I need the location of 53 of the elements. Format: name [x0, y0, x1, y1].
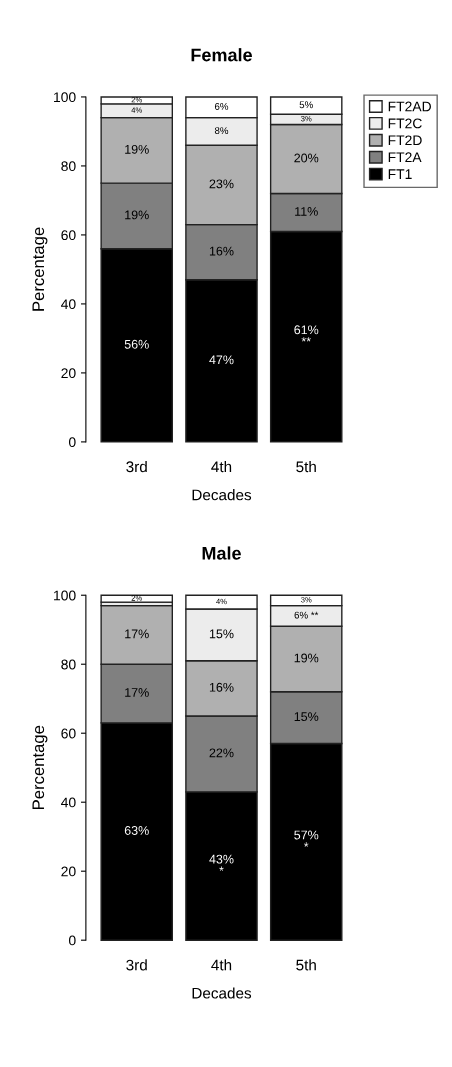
data-label: 17%: [125, 688, 149, 697]
data-label: 15%: [294, 712, 319, 722]
bar: [100, 594, 174, 603]
y-axis-title: Percentage: [32, 725, 48, 809]
data-label: 23%: [209, 179, 234, 189]
y-tick-label: 0: [68, 935, 76, 946]
y-axis-title: Percentage: [32, 227, 48, 311]
y-tick-label: 100: [54, 590, 76, 601]
y-tick-label: 20: [61, 866, 76, 877]
chart-title: Male: [202, 546, 241, 560]
legend-label: FT2D: [388, 135, 422, 146]
x-tick-label: 5th: [296, 959, 316, 971]
data-label: 20%: [294, 153, 319, 163]
x-tick-label: 5th: [296, 460, 316, 473]
y-tick-label: 40: [61, 299, 76, 310]
data-label: 56%: [124, 339, 149, 349]
chart-title: Female: [191, 48, 252, 62]
data-label: 19%: [294, 653, 319, 663]
legend-label: FT2A: [388, 152, 422, 162]
x-axis-title: Decades: [192, 987, 252, 999]
data-label: 11%: [295, 207, 318, 216]
y-tick-label: 0: [68, 437, 76, 448]
data-label: 61% **: [294, 325, 319, 342]
x-tick-label: 4th: [211, 460, 232, 473]
y-tick-label: 80: [61, 161, 76, 172]
x-tick-label: 4th: [211, 959, 232, 971]
data-label: 6% **: [294, 611, 319, 619]
data-label: 19%: [125, 210, 149, 220]
data-label: 63%: [124, 826, 149, 835]
data-label: 8%: [214, 127, 229, 135]
legend-label: FT2C: [388, 118, 422, 129]
x-tick-label: 3rd: [126, 959, 147, 971]
y-tick-label: 60: [61, 728, 76, 739]
data-label: 17%: [125, 629, 149, 639]
data-label: 5%: [299, 101, 313, 109]
data-label: 22%: [209, 748, 234, 758]
y-tick-label: 80: [61, 659, 76, 670]
legend-label: FT2AD: [388, 101, 431, 112]
data-label: 6%: [214, 103, 229, 110]
data-label: 16%: [209, 682, 234, 692]
y-tick-label: 40: [61, 797, 76, 808]
data-label: 57% *: [294, 830, 319, 847]
y-tick-label: 100: [54, 92, 76, 103]
data-label: 16%: [209, 246, 234, 256]
legend-label: FT1: [388, 169, 412, 179]
x-axis-title: Decades: [192, 489, 252, 501]
y-tick-label: 20: [61, 368, 76, 379]
data-label: 15%: [209, 629, 234, 639]
data-label: 43% *: [209, 854, 234, 871]
data-label: 19%: [125, 144, 149, 154]
data-label: 47%: [209, 355, 234, 365]
x-tick-label: 3rd: [126, 460, 147, 473]
y-tick-label: 60: [61, 230, 76, 241]
